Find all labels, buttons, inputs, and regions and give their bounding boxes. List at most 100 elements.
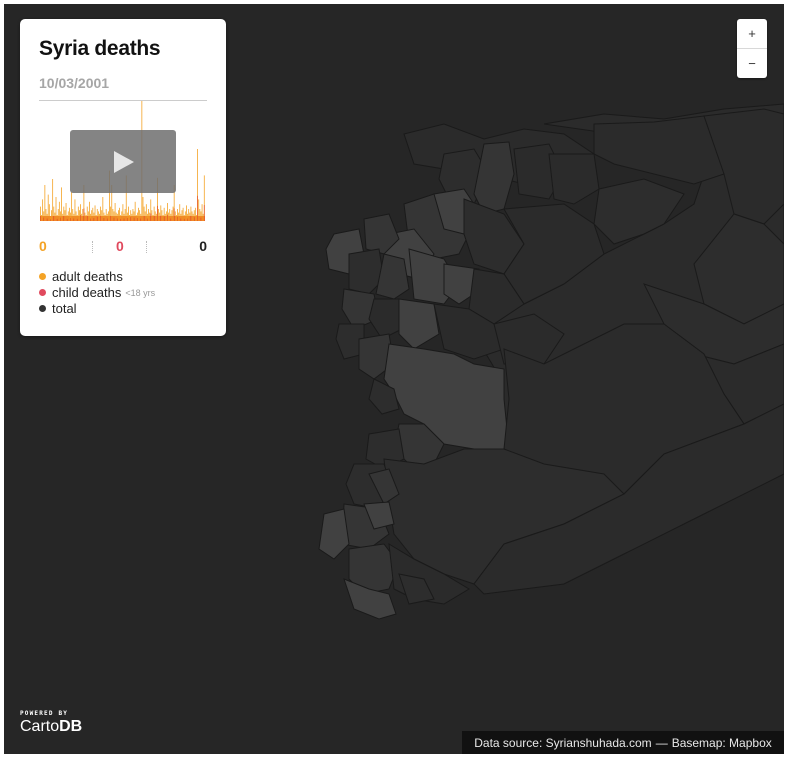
timeline-bar-child bbox=[106, 218, 108, 221]
timeline-bar bbox=[56, 215, 58, 221]
timeline-bar-child bbox=[177, 216, 178, 221]
timeline-bar bbox=[159, 212, 161, 221]
divider bbox=[92, 241, 93, 253]
timeline-bar bbox=[72, 209, 74, 221]
timeline-bar bbox=[194, 207, 196, 221]
timeline-bar bbox=[108, 211, 109, 221]
timeline-bar bbox=[92, 207, 94, 221]
divider bbox=[737, 48, 767, 49]
legend-label: adult deaths bbox=[52, 268, 123, 284]
timeline-bar bbox=[84, 212, 86, 221]
timeline-bar bbox=[97, 211, 99, 221]
timeline-bar-child bbox=[73, 218, 75, 221]
timeline-bar bbox=[178, 212, 180, 221]
timeline-bar bbox=[83, 185, 85, 221]
brand-name-bold: DB bbox=[59, 718, 83, 735]
timeline-bar bbox=[202, 213, 204, 221]
timeline-bar bbox=[68, 207, 70, 221]
timeline-bar bbox=[103, 212, 105, 221]
timeline-bar bbox=[121, 211, 123, 221]
timeline-bar bbox=[70, 212, 71, 221]
timeline-bar-child bbox=[110, 215, 112, 221]
timeline-bar-child bbox=[163, 216, 165, 221]
legend-item-total: total bbox=[39, 300, 207, 316]
timeline-bars[interactable] bbox=[39, 101, 207, 223]
timeline-bar bbox=[162, 215, 164, 221]
timeline-bar bbox=[125, 175, 127, 221]
legend-item-child: child deaths <18 yrs bbox=[39, 284, 207, 300]
timeline-bar bbox=[85, 215, 87, 221]
timeline-bar bbox=[110, 206, 112, 221]
timeline-bar bbox=[182, 207, 184, 221]
timeline-bar bbox=[132, 209, 134, 221]
timeline-bar-child bbox=[113, 217, 115, 221]
timeline-bar-child bbox=[90, 218, 91, 221]
legend-item-adult: adult deaths bbox=[39, 268, 207, 284]
timeline-bar bbox=[157, 177, 158, 221]
timeline-bar-child bbox=[86, 215, 88, 221]
timeline-bar bbox=[118, 210, 119, 221]
timeline-bar bbox=[95, 215, 97, 221]
zoom-control: + − bbox=[737, 19, 767, 78]
play-button[interactable] bbox=[70, 130, 176, 193]
timeline-bar-child bbox=[133, 217, 135, 221]
timeline-bar bbox=[80, 204, 81, 221]
timeline-bar-child bbox=[170, 218, 172, 221]
timeline-bar bbox=[140, 213, 142, 221]
timeline-bar bbox=[44, 185, 46, 221]
cartodb-logo[interactable]: POWERED BY CartoDB bbox=[20, 710, 82, 736]
timeline-bar bbox=[191, 211, 193, 221]
timeline-bar bbox=[164, 213, 166, 221]
timeline-bar bbox=[187, 213, 188, 221]
timeline-bar bbox=[189, 212, 191, 221]
timeline-bar bbox=[55, 197, 57, 221]
timeline-bar bbox=[186, 205, 187, 221]
timeline-bar-child bbox=[150, 213, 152, 221]
syria-regions-map[interactable] bbox=[4, 4, 784, 754]
data-source-link[interactable]: Data source: Syrianshuhada.com bbox=[474, 735, 652, 750]
timeline-bar-child bbox=[120, 218, 122, 221]
timeline-bar bbox=[57, 209, 59, 221]
total-death-count: 0 bbox=[199, 238, 207, 254]
timeline-bar bbox=[79, 210, 80, 221]
timeline-bar bbox=[91, 210, 93, 221]
timeline-bar bbox=[71, 192, 73, 221]
timeline-bar-child bbox=[140, 218, 142, 221]
timeline-bar bbox=[199, 209, 201, 221]
map-canvas[interactable]: Syria deaths 10/03/2001 0 0 0 adult deat… bbox=[4, 4, 784, 754]
timeline-bar-child bbox=[60, 217, 61, 221]
timeline-bar-child bbox=[63, 215, 65, 221]
timeline-bar-child bbox=[153, 215, 155, 221]
timeline-bar bbox=[114, 203, 116, 221]
timeline-bar bbox=[61, 187, 62, 221]
zoom-out-button[interactable]: − bbox=[748, 56, 756, 71]
brand-name-regular: Carto bbox=[20, 718, 60, 735]
timeline-bar bbox=[105, 209, 107, 221]
timeline-bar-child bbox=[66, 218, 68, 221]
timeline-chart[interactable] bbox=[39, 101, 207, 223]
timeline-bar bbox=[196, 215, 197, 221]
timeline-bar bbox=[60, 211, 61, 221]
timeline-bar-child bbox=[203, 205, 205, 221]
timeline-bar-child bbox=[103, 218, 105, 221]
timeline-bar bbox=[129, 215, 130, 221]
timeline-bar bbox=[87, 211, 89, 221]
zoom-in-button[interactable]: + bbox=[748, 26, 756, 41]
timeline-bar bbox=[165, 211, 167, 221]
timeline-bar bbox=[128, 206, 129, 221]
timeline-bar bbox=[93, 212, 95, 221]
timeline-bar bbox=[174, 211, 176, 221]
timeline-bar bbox=[133, 211, 135, 221]
timeline-bar bbox=[170, 213, 172, 221]
timeline-bar bbox=[144, 211, 146, 221]
timeline-bar bbox=[101, 210, 103, 221]
timeline-bar bbox=[66, 215, 68, 221]
timeline-bar-child bbox=[76, 218, 78, 221]
timeline-bar bbox=[172, 206, 174, 221]
basemap-link[interactable]: Basemap: Mapbox bbox=[671, 735, 772, 750]
timeline-bar bbox=[136, 212, 138, 221]
legend-label: child deaths bbox=[52, 284, 122, 300]
legend: adult deaths child deaths <18 yrs total bbox=[39, 268, 207, 316]
timeline-bar-child bbox=[50, 219, 51, 221]
timeline-bar bbox=[142, 197, 144, 221]
